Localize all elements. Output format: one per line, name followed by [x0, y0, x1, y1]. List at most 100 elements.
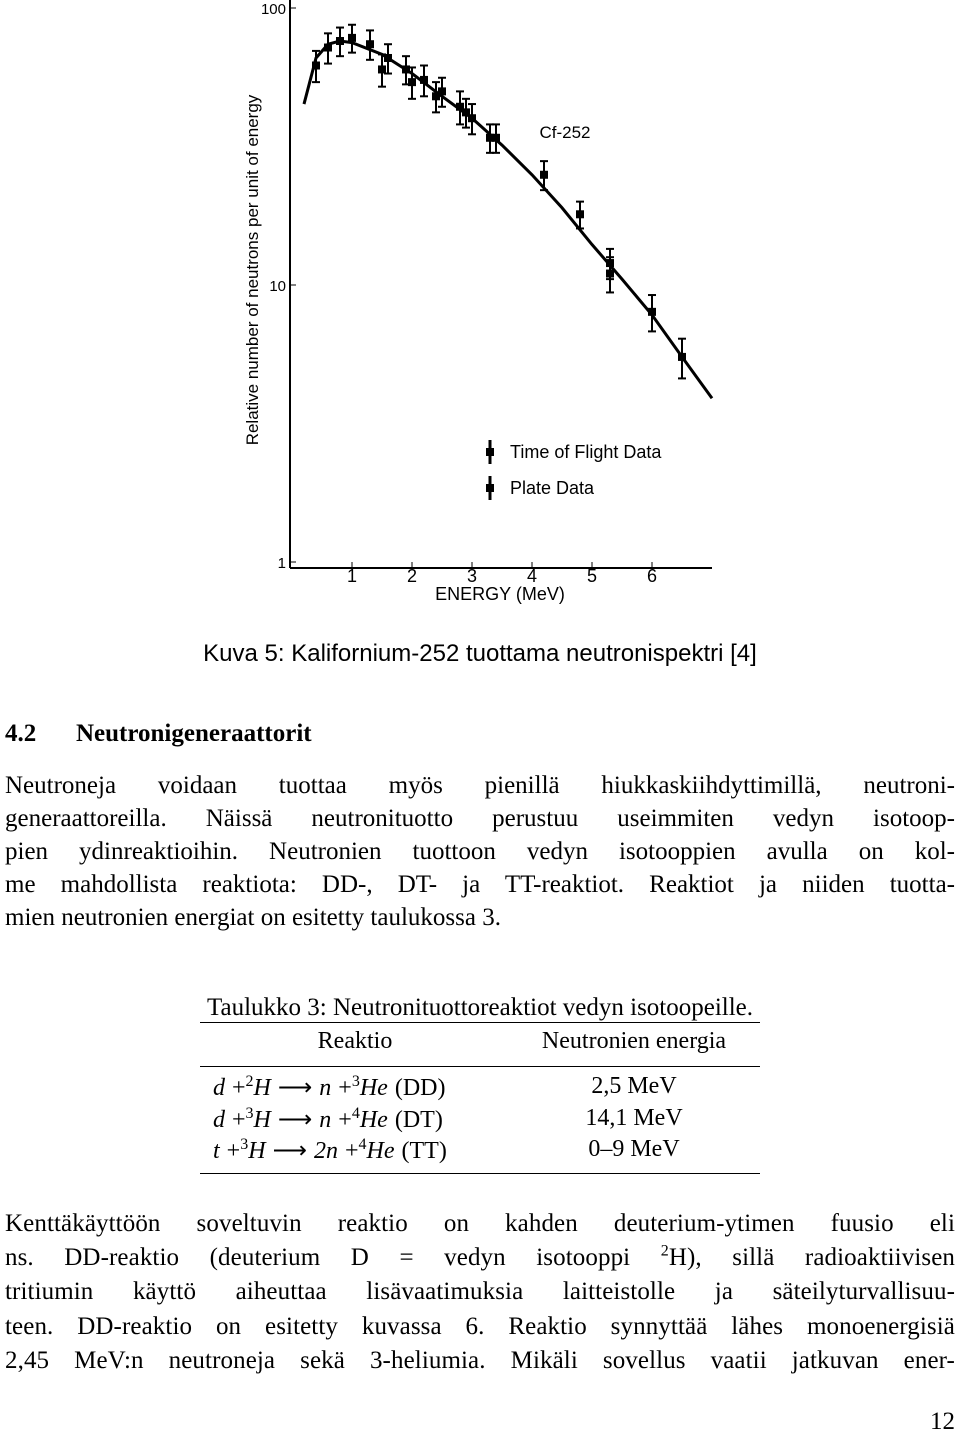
text-span: H), sillä radioaktiivisen: [668, 1244, 955, 1272]
data-point: [312, 49, 320, 84]
y-axis-label: Relative number of neutrons per unit of …: [243, 94, 262, 445]
text-line: tritiumin käyttö aiheuttaa lisävaatimuks…: [5, 1277, 955, 1307]
table-cell: 0–9 MeV: [588, 1136, 680, 1162]
math-part: +: [226, 1138, 241, 1164]
math-part: 3: [245, 1104, 254, 1122]
math-part: 3: [351, 1073, 360, 1090]
x-tick-label: 3: [467, 566, 477, 586]
table-rule: [200, 1173, 760, 1174]
x-tick-label: 6: [647, 566, 657, 586]
y-tick-label: 100: [261, 1, 286, 18]
figure: Relative number of neutrons per unit of …: [243, 0, 714, 604]
data-point: [438, 76, 446, 108]
text-line: teen. DD-reaktio on esitetty kuvassa 6. …: [5, 1312, 955, 1342]
data-point: [420, 64, 428, 98]
data-point: [378, 53, 386, 88]
table-header: Neutronien energia: [541, 1028, 727, 1054]
math-part: +: [344, 1138, 359, 1164]
text-span: 2: [660, 1242, 669, 1260]
data-point: [384, 43, 392, 75]
data-point: [432, 81, 440, 114]
legend-label: Time of Flight Data: [510, 442, 662, 462]
data-point: [462, 97, 470, 129]
page-number: 12: [930, 1408, 955, 1435]
math-part: 4: [358, 1136, 367, 1153]
table-cell: d +2H ⟶ n +3He (DD): [213, 1073, 445, 1102]
legend-marker: [486, 484, 494, 492]
text-span: 2,45 MeV:n neutroneja sekä 3-heliumia. M…: [5, 1346, 955, 1374]
math-part: n: [319, 1075, 332, 1101]
y-tick-label: 1: [278, 555, 286, 572]
text-line: pien ydinreaktioihin. Neutronien tuottoo…: [5, 838, 955, 865]
data-point: [324, 32, 332, 65]
math-part: He: [359, 1075, 388, 1101]
x-tick-label: 1: [347, 566, 357, 586]
math-part: +: [338, 1106, 352, 1133]
text-line: generaattoreilla. Näissä neutronituotto …: [5, 805, 955, 832]
figure-caption: Kuva 5: Kalifornium-252 tuottama neutron…: [203, 640, 757, 667]
text-line: Neutroneja voidaan tuottaa myös pienillä…: [5, 772, 955, 799]
math-part: ⟶: [277, 1075, 313, 1101]
table-cell: d +3H ⟶ n +4He (DT): [213, 1105, 443, 1134]
table-cell: 2,5 MeV: [591, 1073, 677, 1099]
math-part: 2: [245, 1073, 254, 1090]
math-part: He: [359, 1106, 388, 1133]
fit-curve: [302, 39, 714, 400]
math-part: 3: [240, 1136, 249, 1153]
math-part: H: [253, 1106, 271, 1133]
y-tick-label: 10: [269, 278, 286, 295]
data-point: [678, 337, 686, 380]
data-point: [540, 160, 548, 192]
data-point: [408, 66, 416, 100]
text-span: ns. DD-reaktio (deuterium D = vedyn isot…: [5, 1244, 661, 1272]
math-part: (TT): [401, 1138, 447, 1164]
data-point: [366, 29, 374, 61]
math-part: 4: [351, 1104, 360, 1122]
data-point: [336, 26, 344, 58]
data-point: [648, 294, 656, 333]
data-point: [456, 90, 464, 126]
section-number: 4.2: [5, 720, 37, 747]
table-header: Reaktio: [317, 1028, 393, 1054]
math-part: +: [232, 1106, 246, 1133]
data-point: [468, 103, 476, 136]
math-part: ⟶: [277, 1106, 313, 1133]
data-point: [486, 123, 494, 154]
text-line: 2,45 MeV:n neutroneja sekä 3-heliumia. M…: [5, 1346, 955, 1376]
text-span: teen. DD-reaktio on esitetty kuvassa 6. …: [5, 1312, 955, 1340]
math-part: H: [248, 1138, 266, 1164]
data-point: [348, 23, 356, 54]
x-tick-label: 2: [407, 566, 417, 586]
math-part: n: [319, 1106, 332, 1133]
text-line: Kenttäkäyttöön soveltuvin reaktio on kah…: [5, 1209, 955, 1239]
math-part: t: [213, 1138, 220, 1164]
table-rule: [200, 1022, 760, 1023]
x-tick-label: 4: [527, 566, 537, 586]
text-span: tritiumin käyttö aiheuttaa lisävaatimuks…: [5, 1278, 955, 1306]
legend-label: Plate Data: [510, 478, 595, 498]
table-cell: 14,1 MeV: [585, 1104, 683, 1131]
data-point: [576, 200, 584, 230]
annotation: Cf-252: [539, 123, 590, 142]
math-part: (DD): [394, 1075, 446, 1101]
text-line: mien neutronien energiat on esitetty tau…: [5, 904, 501, 931]
text-span: Kenttäkäyttöön soveltuvin reaktio on kah…: [5, 1210, 955, 1237]
legend-marker: [486, 448, 494, 456]
x-axis-label: ENERGY (MeV): [435, 584, 565, 604]
math-part: +: [338, 1075, 352, 1101]
text-line: me mahdollista reaktiota: DD-, DT- ja TT…: [5, 871, 955, 898]
math-part: He: [366, 1138, 395, 1164]
math-part: H: [253, 1075, 271, 1101]
table-caption: Taulukko 3: Neutronituottoreaktiot vedyn…: [206, 994, 754, 1021]
table-cell: t +3H ⟶ 2n +4He (TT): [213, 1136, 447, 1165]
math-part: d: [213, 1106, 225, 1133]
math-part: (DT): [394, 1106, 443, 1133]
math-part: +: [232, 1075, 246, 1101]
text-line: ns. DD-reaktio (deuterium D = vedyn isot…: [5, 1243, 955, 1273]
table-rule: [200, 1066, 760, 1067]
x-tick-label: 5: [587, 566, 597, 586]
math-part: 2n: [313, 1138, 338, 1164]
math-part: d: [213, 1075, 225, 1101]
section-title: Neutronigeneraattorit: [76, 720, 312, 747]
